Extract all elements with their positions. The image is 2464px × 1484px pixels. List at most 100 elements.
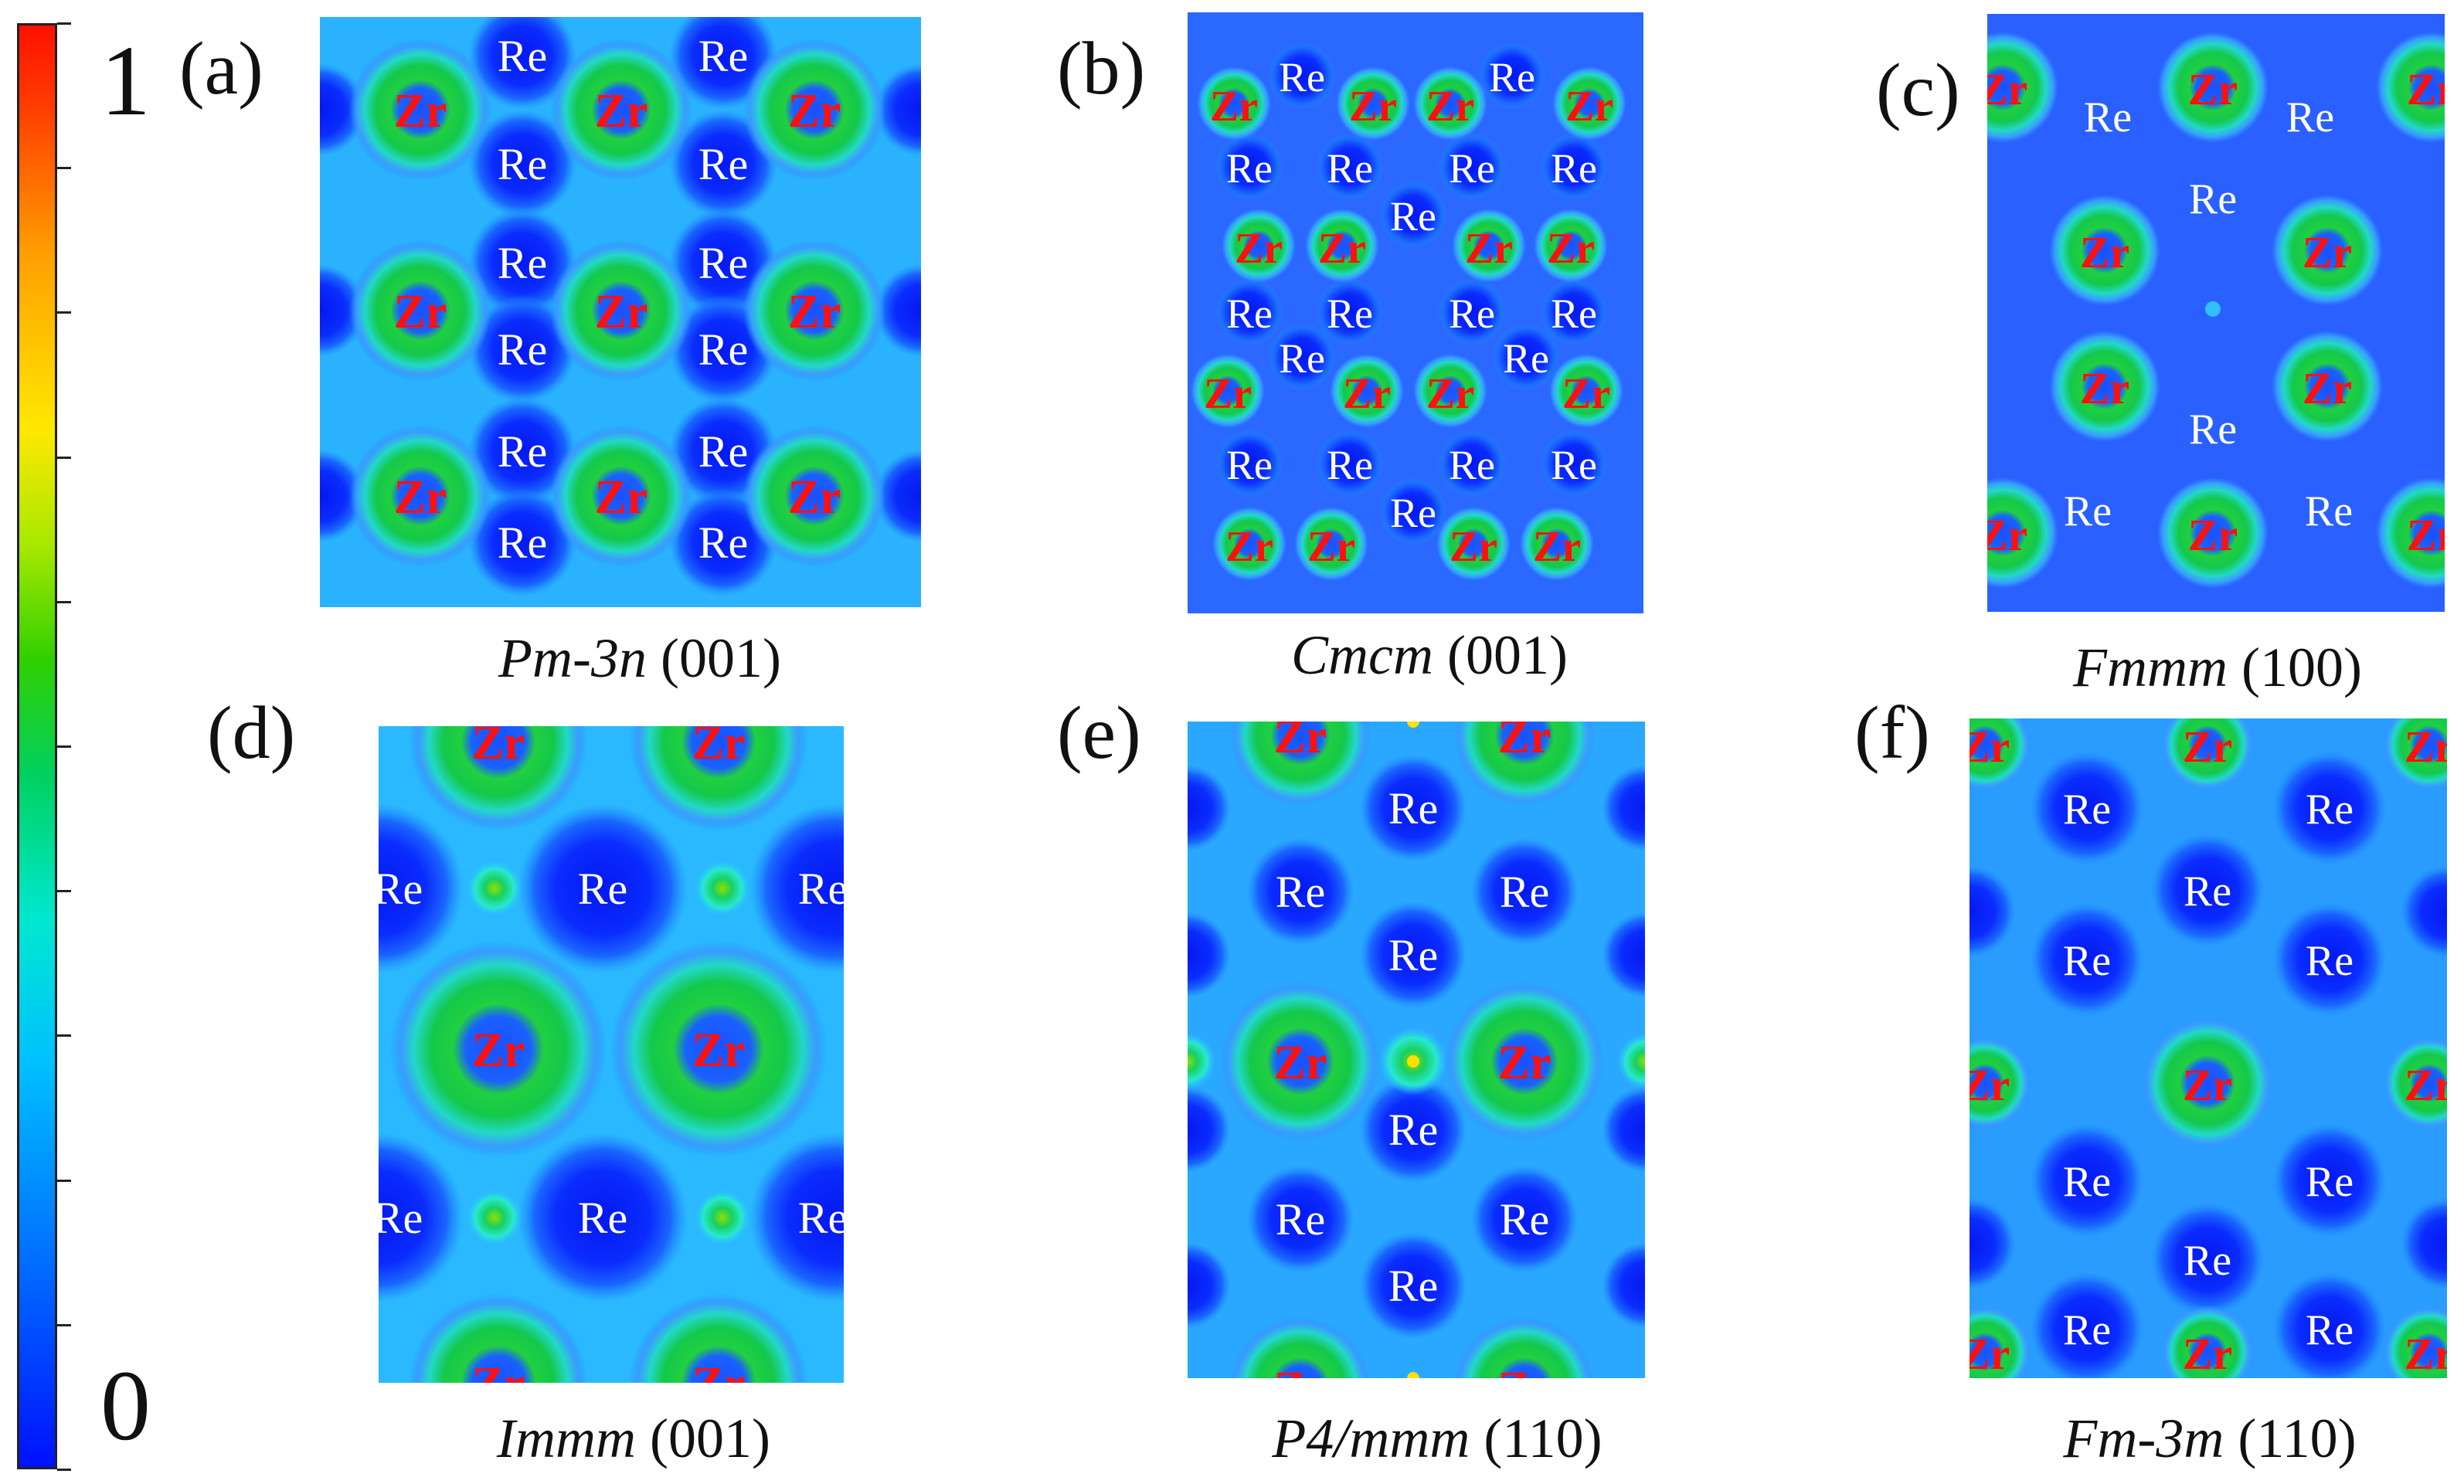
re-site <box>1268 323 1336 391</box>
zr-atom-label: Zr <box>394 85 447 138</box>
re-site <box>1188 1242 1231 1329</box>
colorbar-tick <box>57 22 71 25</box>
re-site <box>1470 1165 1579 1273</box>
re-atom-label: Re <box>1327 290 1373 337</box>
zr-atom-label: Zr <box>1426 83 1474 131</box>
zr-atom-label: Zr <box>2407 64 2445 114</box>
zr-site <box>1229 1316 1371 1378</box>
zr-site <box>1413 66 1487 141</box>
caption-a: Pm-3n (001) <box>498 627 781 689</box>
re-atom-label: Re <box>1503 335 1549 382</box>
zr-site <box>1452 209 1526 283</box>
re-atom-label: Re <box>1388 783 1438 834</box>
zr-atom-label: Zr <box>595 85 648 138</box>
zr-site <box>2272 195 2383 306</box>
re-atom-label: Re <box>1327 442 1373 488</box>
re-atom-label: Re <box>1390 490 1436 536</box>
re-site <box>1188 1086 1231 1173</box>
zr-site <box>2376 32 2445 143</box>
zr-atom-label: Zr <box>394 286 447 338</box>
zr-site <box>410 1294 587 1383</box>
re-site <box>2030 902 2144 1017</box>
re-site <box>1316 430 1384 497</box>
zr-site <box>550 425 692 567</box>
zr-atom-label: Zr <box>1547 225 1595 273</box>
re-atom-label: Re <box>2306 1306 2354 1354</box>
caption-b: Cmcm (001) <box>1291 624 1568 686</box>
zr-site <box>2272 331 2383 442</box>
colorbar-min-label: 0 <box>100 1350 151 1462</box>
density-dot <box>1407 1055 1419 1068</box>
zr-atom-label: Zr <box>2303 363 2352 413</box>
re-site <box>1438 278 1506 346</box>
re-atom-label: Re <box>1449 145 1495 192</box>
re-site <box>875 264 921 357</box>
zr-site <box>2049 195 2160 306</box>
caption-f: Fm-3m (110) <box>2063 1408 2357 1469</box>
zr-site <box>2383 1037 2447 1129</box>
zr-atom-label: Zr <box>595 471 648 524</box>
zr-site <box>1453 1316 1596 1378</box>
re-site <box>1215 133 1283 201</box>
re-site <box>1316 133 1384 201</box>
re-site <box>875 450 921 542</box>
zr-atom-label: Zr <box>1498 722 1551 763</box>
density-dot <box>1407 1372 1419 1378</box>
re-site <box>1246 837 1354 946</box>
panel-label-a: (a) <box>179 27 263 110</box>
re-atom-label: Re <box>698 518 748 568</box>
re-site <box>2150 833 2265 947</box>
re-atom-label: Re <box>379 864 423 914</box>
re-atom-label: Re <box>1279 54 1325 100</box>
zr-atom-label: Zr <box>788 286 841 338</box>
re-atom-label: Re <box>1279 335 1325 382</box>
caption-e: P4/mmm (110) <box>1272 1408 1602 1469</box>
re-atom-label: Re <box>1449 442 1495 488</box>
zr-atom-label: Zr <box>2080 227 2129 277</box>
zr-atom-label: Zr <box>1210 83 1258 131</box>
zr-site <box>1534 209 1608 283</box>
re-site <box>1602 765 1645 851</box>
zr-site <box>1436 507 1511 581</box>
re-site <box>2150 1202 2265 1316</box>
zr-atom-label: Zr <box>1533 523 1581 571</box>
re-site <box>1478 42 1546 110</box>
density-dot <box>2205 301 2221 317</box>
re-atom-label: Re <box>798 864 844 914</box>
re-atom-label: Re <box>1226 145 1273 192</box>
zr-site <box>349 239 491 382</box>
zr-site <box>1336 66 1410 141</box>
zr-site <box>1191 354 1265 428</box>
re-atom-label: Re <box>1327 145 1373 192</box>
re-atom-label: Re <box>698 31 748 81</box>
re-atom-label: Re <box>2063 786 2111 834</box>
re-site <box>749 803 844 973</box>
re-site <box>1246 1165 1354 1273</box>
re-site <box>1438 133 1506 201</box>
panel-label-c: (c) <box>1876 49 1960 132</box>
re-atom-label: Re <box>2306 786 2354 834</box>
zr-atom-label: Zr <box>472 1024 525 1077</box>
zr-atom-label: Zr <box>1970 1060 2010 1110</box>
panel-label-e: (e) <box>1057 691 1141 775</box>
panel-label-f: (f) <box>1854 691 1930 775</box>
re-site <box>468 295 576 403</box>
density-dot <box>1407 722 1419 728</box>
re-site <box>1970 1197 2016 1290</box>
map-d-svg: Zr Zr Zr Zr Zr Zr Re Re Re Re Re Re <box>379 726 844 1383</box>
re-atom-label: Re <box>2306 937 2354 985</box>
zr-site <box>1222 209 1296 283</box>
re-site <box>2030 1123 2144 1238</box>
re-site <box>1602 912 1645 998</box>
colorbar-tick <box>57 1469 71 1471</box>
re-atom-label: Re <box>2184 1237 2231 1285</box>
re-atom-label: Re <box>1551 290 1597 337</box>
zr-site <box>2376 477 2445 589</box>
elf-map-a: Zr Zr Zr Zr Zr Zr Zr Zr Zr Re Re Re Re Re Re Re Re Re Re Re… <box>320 17 921 607</box>
re-atom-label: Re <box>2063 937 2111 985</box>
re-site <box>1540 430 1608 497</box>
re-site <box>1188 765 1231 851</box>
zr-site <box>550 239 692 382</box>
zr-site <box>1294 507 1368 581</box>
